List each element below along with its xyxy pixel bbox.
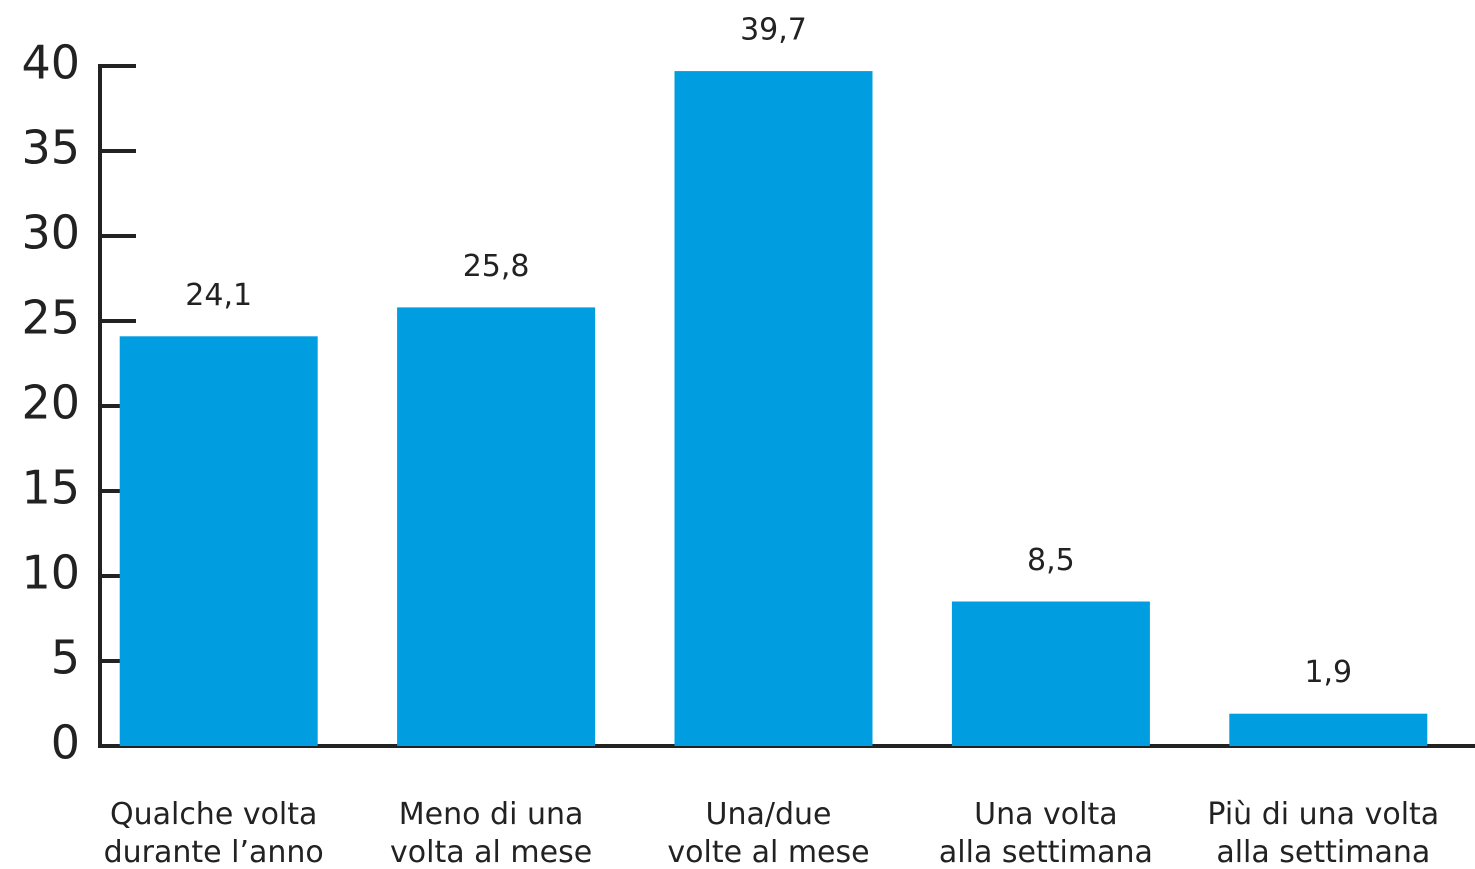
bar [119,336,318,746]
y-tick-label: 10 [21,546,80,600]
value-label: 39,7 [740,13,807,48]
y-tick-label: 40 [21,36,80,90]
bar [1229,713,1428,746]
x-tick-label-line: alla settimana [939,835,1153,869]
x-tick-label-line: Meno di una [399,797,584,832]
y-tick-label: 5 [51,631,80,685]
x-tick-label-line: Una/due [706,797,832,832]
x-tick-label-line: Più di una volta [1207,797,1439,832]
x-tick-label-line: alla settimana [1216,835,1430,869]
x-tick-label: Una/due volte al mese [667,797,869,869]
value-label: 24,1 [185,278,252,313]
x-tick-label: Una volta alla settimana [939,797,1153,869]
y-tick-label: 25 [21,291,80,345]
bar [674,71,873,747]
x-tick-label-line: durante l’anno [104,835,324,869]
y-tick-label: 35 [21,121,80,175]
x-tick-label-line: volta al mese [390,835,592,869]
value-label: 1,9 [1304,655,1352,690]
x-tick-label-line: volte al mese [667,835,869,869]
y-tick-label: 30 [21,206,80,260]
y-tick-label: 20 [21,376,80,430]
y-tick-label: 0 [51,716,80,770]
x-tick-label: Meno di una volta al mese [390,797,592,869]
x-tick-label-line: Una volta [974,797,1117,832]
bar [397,307,596,746]
x-tick-label-line: Qualche volta [110,797,317,832]
x-tick-label: Più di una volta alla settimana [1207,797,1439,869]
value-label: 8,5 [1027,543,1075,578]
y-tick-label: 15 [21,461,80,515]
bar [951,601,1150,746]
value-label: 25,8 [463,249,530,284]
x-tick-label: Qualche volta durante l’anno [104,797,324,869]
